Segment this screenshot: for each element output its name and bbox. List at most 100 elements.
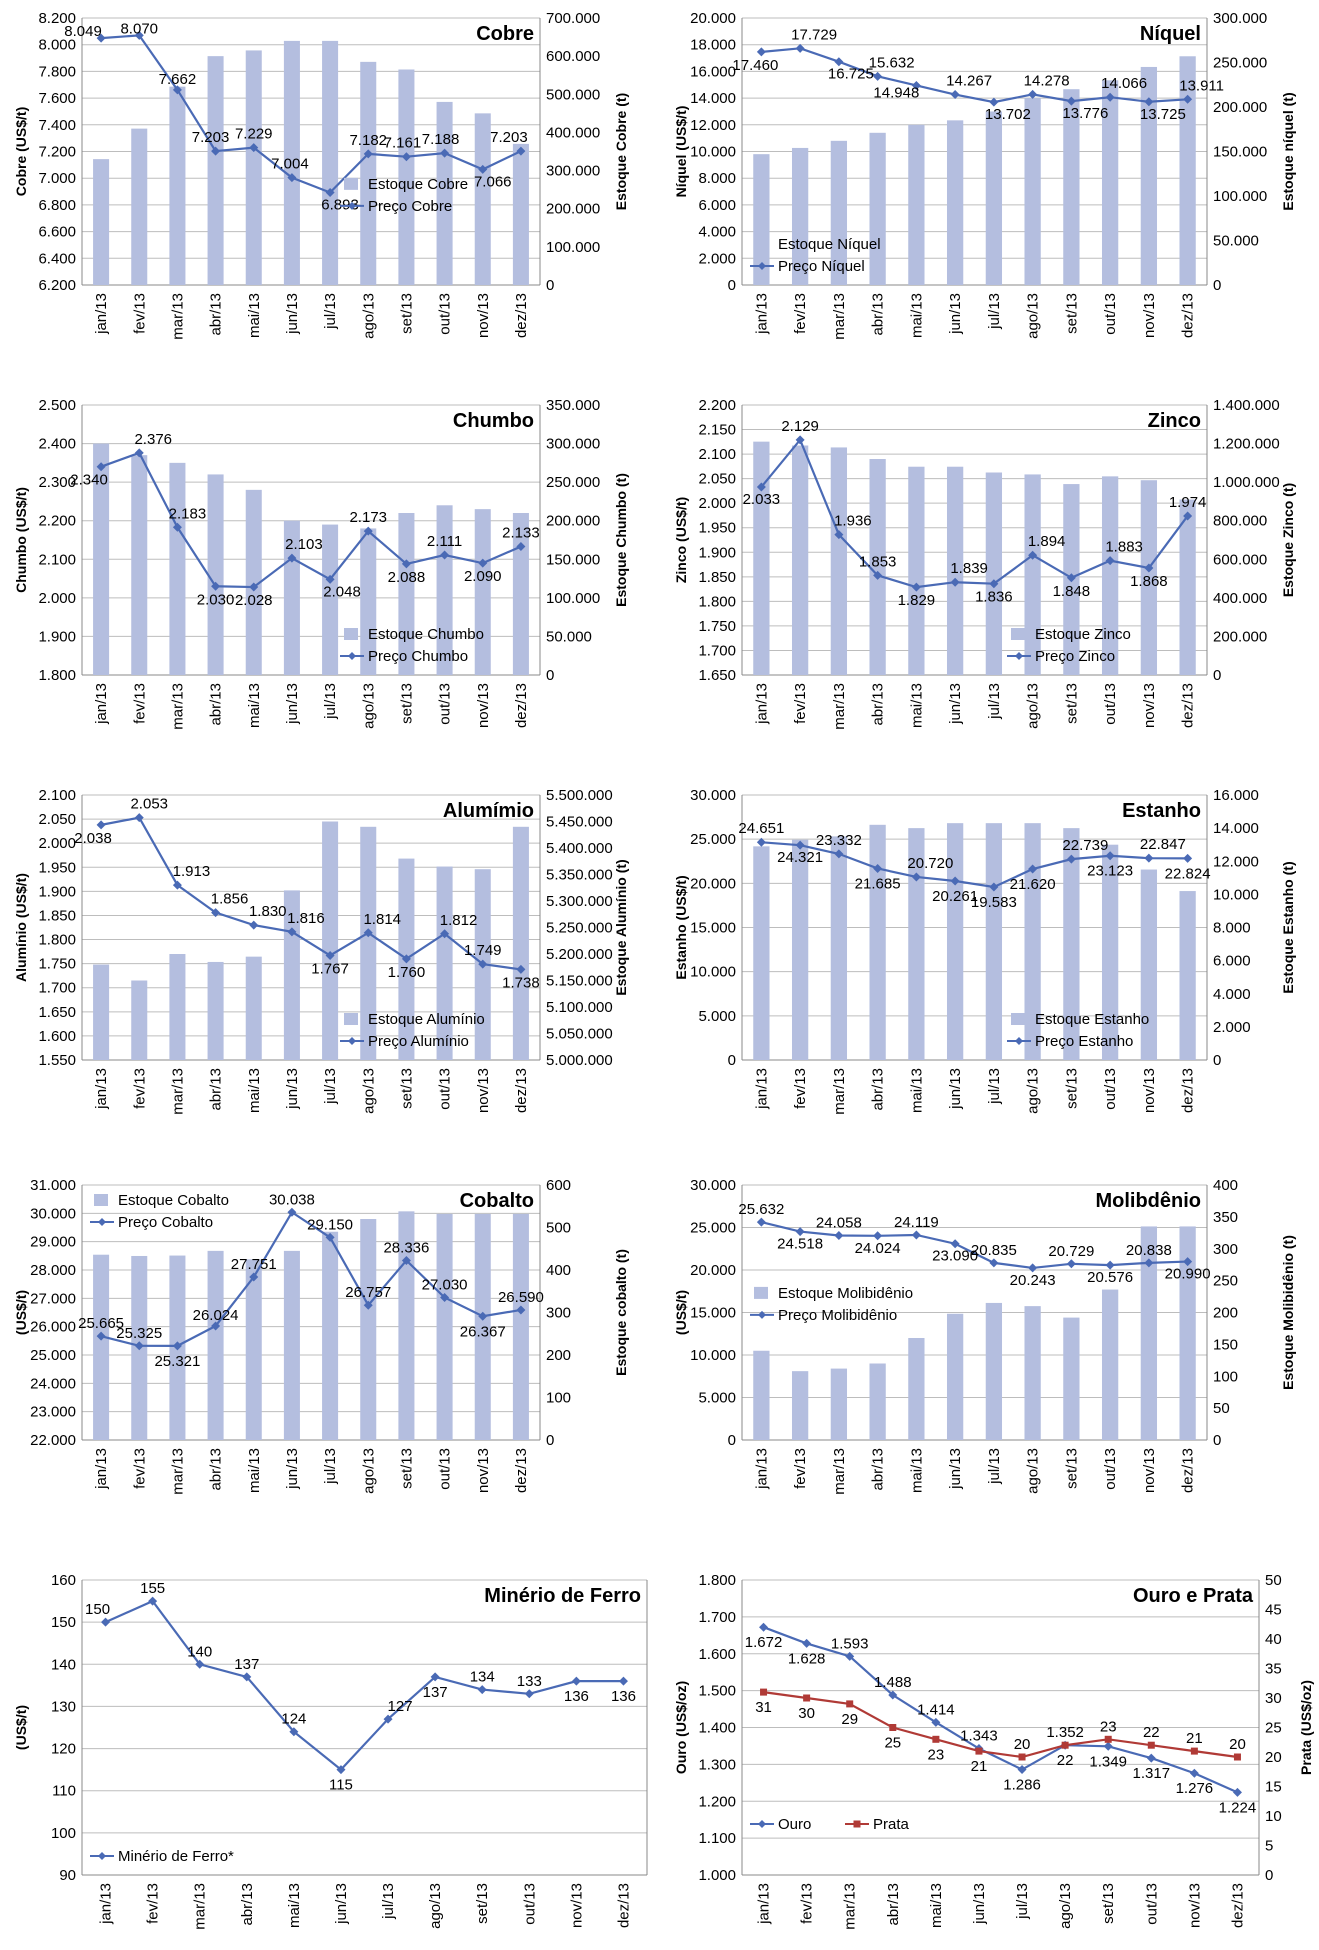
legend-label: Estoque Estanho (1035, 1011, 1149, 1028)
data-label: 8.070 (120, 20, 158, 37)
legend-label: Minério de Ferro* (118, 1848, 234, 1865)
x-tick-label: out/13 (1102, 683, 1119, 725)
legend: Estoque Cobre Preço Cobre (340, 176, 468, 215)
x-tick-label: set/13 (1063, 1068, 1080, 1109)
legend-label: Ouro (778, 1816, 811, 1833)
x-tick-label: abr/13 (870, 1068, 887, 1111)
bar (322, 1231, 339, 1440)
data-label: 150 (85, 1601, 110, 1618)
price-point (1144, 563, 1154, 573)
data-label: 1.816 (287, 910, 325, 927)
x-tick-label: jul/13 (380, 1883, 397, 1920)
y-tick-label: 25.000 (30, 1347, 76, 1364)
y-tick-label: 20.000 (690, 10, 736, 27)
y2-tick-label: 300 (546, 1305, 571, 1322)
bar (398, 513, 415, 675)
series-0-point (524, 1689, 534, 1699)
x-tick-label: set/13 (474, 1883, 491, 1924)
y-tick-label: 2.000 (698, 250, 736, 267)
price-point (834, 1231, 844, 1241)
bar (131, 980, 148, 1060)
legend: Estoque Cobalto Preço Cobalto (90, 1192, 229, 1231)
data-label: 7.203 (490, 129, 528, 146)
series-0-point (101, 1617, 111, 1627)
y-tick-label: 1.400 (698, 1720, 736, 1737)
bar (1101, 844, 1119, 1060)
y2-tick-label: 150.000 (546, 551, 600, 568)
price-point (1105, 92, 1115, 102)
legend-label: Estoque Alumínio (368, 1011, 485, 1028)
bar (360, 826, 377, 1060)
x-tick-label: dez/13 (1180, 1068, 1197, 1113)
y2-tick-label: 600.000 (546, 48, 600, 65)
bar (869, 1363, 886, 1440)
y-tick-label: 27.000 (30, 1290, 76, 1307)
data-label: 25.632 (738, 1201, 784, 1218)
price-point (287, 173, 297, 183)
price-point (795, 435, 805, 445)
y-axis-label: (US$/t) (13, 1705, 29, 1750)
data-label: 2.053 (130, 796, 168, 813)
x-tick-label: dez/13 (513, 1068, 530, 1113)
price-point (756, 1217, 766, 1227)
data-label: 2.103 (285, 536, 323, 553)
data-label: 1.224 (1219, 1799, 1257, 1816)
x-tick-label: jan/13 (93, 1068, 110, 1110)
series-1-point (760, 1688, 768, 1696)
bar (946, 1313, 964, 1440)
bar (1140, 480, 1158, 675)
y-tick-label: 2.100 (698, 446, 736, 463)
bar (131, 128, 148, 285)
y2-tick-label: 35 (1265, 1661, 1282, 1678)
bar (869, 459, 886, 675)
y2-tick-label: 100.000 (546, 239, 600, 256)
bar (1024, 1306, 1041, 1440)
y-tick-label: 2.500 (38, 397, 76, 414)
price-point (287, 553, 297, 563)
legend-marker (348, 652, 356, 660)
y-tick-label: 1.300 (698, 1756, 736, 1773)
y-axis-label: Zinco (US$/t) (673, 497, 689, 583)
data-label: 14.267 (946, 73, 992, 90)
bar (207, 474, 224, 675)
y-tick-label: 100 (51, 1825, 76, 1842)
price-point (134, 1341, 144, 1351)
y-tick-label: 1.200 (698, 1793, 736, 1810)
series-0-point (1017, 1765, 1027, 1775)
data-label: 20.261 (932, 888, 978, 905)
bar (1063, 828, 1080, 1060)
x-tick-label: jan/13 (93, 683, 110, 725)
series-0-point (845, 1651, 855, 1661)
legend-swatch (344, 628, 358, 640)
series-1-point (932, 1735, 940, 1743)
y-tick-label: 10.000 (690, 144, 736, 161)
data-label: 155 (140, 1580, 165, 1597)
x-tick-label: jan/13 (98, 1883, 115, 1925)
x-tick-label: ago/13 (1025, 1068, 1042, 1114)
x-tick-label: jan/13 (753, 1068, 770, 1110)
price-point (950, 1239, 960, 1249)
price-point (1066, 573, 1076, 583)
bar (245, 489, 262, 675)
legend-swatch (344, 177, 358, 190)
series-1-line (763, 1691, 1238, 1759)
series-0-point (1146, 1753, 1156, 1763)
price-point (211, 146, 221, 156)
data-label: 21 (971, 1758, 988, 1775)
data-label: 1.672 (745, 1634, 783, 1651)
y-tick-label: 7.000 (38, 170, 76, 187)
y2-tick-label: 350 (1213, 1209, 1238, 1226)
bar (283, 1250, 300, 1440)
price-point (795, 840, 805, 850)
x-tick-label: mai/13 (908, 293, 925, 338)
y-tick-label: 2.400 (38, 436, 76, 453)
chart-title: Zinco (1148, 410, 1201, 432)
x-tick-label: ago/13 (1025, 293, 1042, 339)
y2-tick-label: 5 (1265, 1838, 1273, 1855)
y2-tick-label: 10.000 (1213, 886, 1259, 903)
x-tick-label: out/13 (1143, 1883, 1160, 1925)
legend: Estoque Molibidênio Preço Molibidênio (750, 1285, 913, 1324)
x-tick-label: abr/13 (870, 683, 887, 726)
data-label: 2.376 (134, 431, 172, 448)
